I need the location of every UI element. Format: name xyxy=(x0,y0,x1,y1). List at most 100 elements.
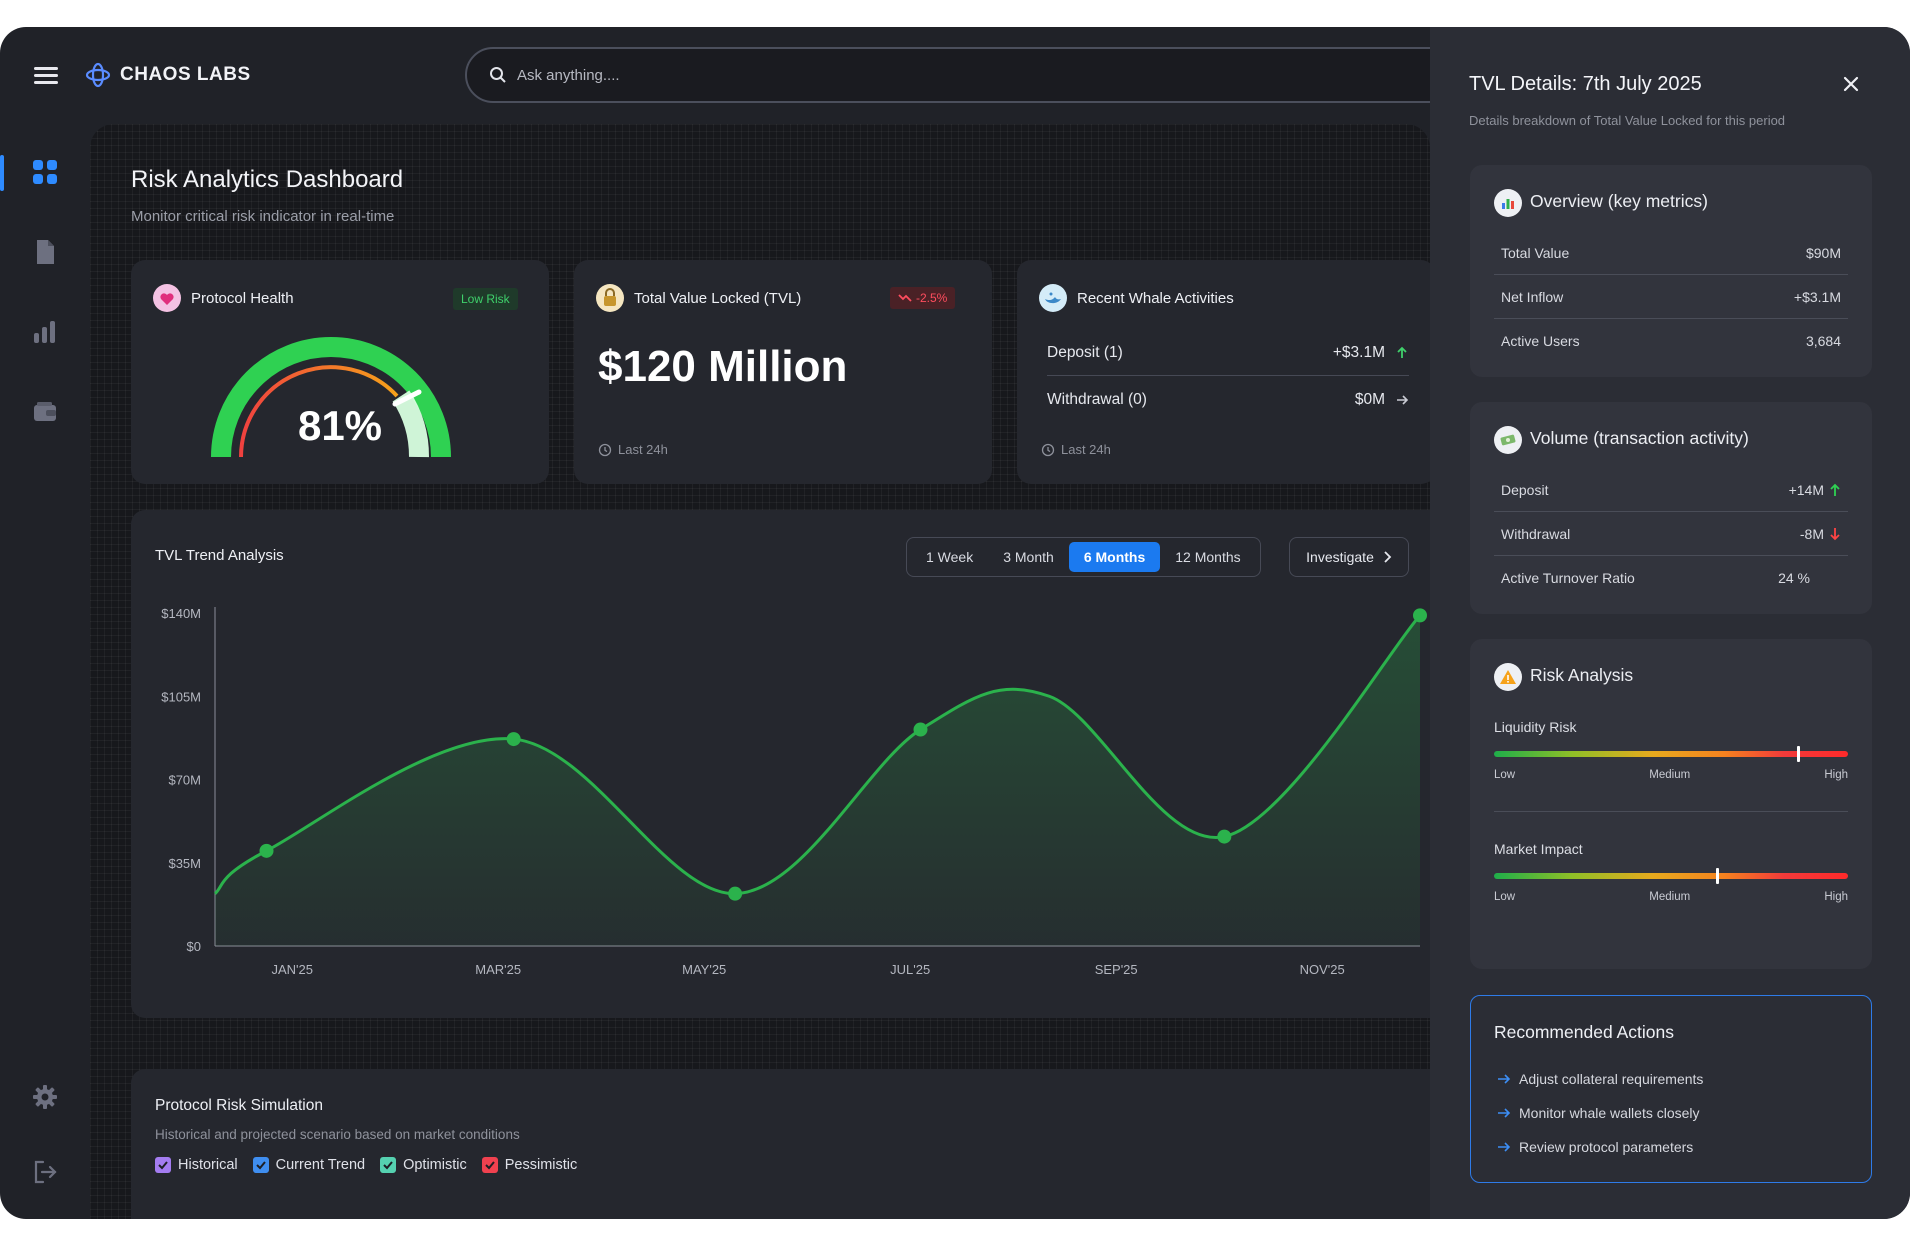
risk-simulation-card: Protocol Risk Simulation Historical and … xyxy=(131,1069,1430,1219)
checkbox-checked-icon[interactable] xyxy=(380,1157,397,1173)
simulation-title: Protocol Risk Simulation xyxy=(155,1097,323,1114)
arrow-right-icon xyxy=(1498,1074,1511,1084)
nav-active-indicator xyxy=(0,155,4,191)
legend-item-current-trend[interactable]: Current Trend xyxy=(252,1157,365,1173)
data-point[interactable] xyxy=(1413,608,1427,623)
x-tick-label: MAR'25 xyxy=(475,962,521,977)
checkbox-checked-icon[interactable] xyxy=(155,1157,171,1173)
page-title: Risk Analytics Dashboard xyxy=(131,166,404,193)
volume-card: Volume (transaction activity) Deposit +1… xyxy=(1470,402,1872,614)
health-gauge xyxy=(211,337,451,458)
tab-3-month[interactable]: 3 Month xyxy=(1003,549,1054,565)
whale-row-label: Deposit (1) xyxy=(1047,343,1123,361)
whale-row-value: +$3.1M xyxy=(1332,343,1385,361)
main-content: Risk Analytics Dashboard Monitor critica… xyxy=(90,124,1430,1219)
overview-row: Net Inflow +$3.1M xyxy=(1494,275,1848,319)
simulation-legend: Historical Current Trend Optimistic Pessimi… xyxy=(155,1157,577,1173)
scale-low: Low xyxy=(1494,769,1516,781)
divider xyxy=(1494,811,1848,812)
nav-documents-icon[interactable] xyxy=(30,237,60,267)
whale-footer-text: Last 24h xyxy=(1061,442,1111,457)
row-value: +14M xyxy=(1788,481,1824,498)
lock-icon xyxy=(596,284,624,312)
liquidity-risk-bar xyxy=(1494,746,1848,762)
x-tick-label: SEP'25 xyxy=(1095,962,1138,977)
action-label: Review protocol parameters xyxy=(1519,1139,1694,1155)
logo: CHAOS LABS xyxy=(84,61,251,89)
y-tick-label: $105M xyxy=(161,689,201,704)
row-value: 3,684 xyxy=(1805,333,1841,349)
liquidity-risk-label: Liquidity Risk xyxy=(1494,719,1577,735)
whale-icon xyxy=(1039,284,1067,312)
nav-settings-icon[interactable] xyxy=(30,1082,60,1112)
close-icon[interactable] xyxy=(1842,75,1860,93)
row-label: Withdrawal xyxy=(1501,525,1571,542)
nav-dashboard-icon[interactable] xyxy=(30,157,60,187)
y-tick-label: $70M xyxy=(168,773,201,788)
tvl-footer: Last 24h xyxy=(598,442,668,457)
whale-row-label: Withdrawal (0) xyxy=(1047,391,1147,408)
legend-item-historical[interactable]: Historical xyxy=(155,1157,238,1173)
recommended-action[interactable]: Adjust collateral requirements xyxy=(1497,1071,1703,1087)
overview-title: Overview (key metrics) xyxy=(1530,191,1708,211)
search-placeholder: Ask anything.... xyxy=(517,66,620,84)
data-point[interactable] xyxy=(728,886,743,901)
volume-row: Withdrawal -8M xyxy=(1494,512,1848,556)
panel-subtitle: Details breakdown of Total Value Locked … xyxy=(1469,113,1786,128)
investigate-label: Investigate xyxy=(1306,549,1374,565)
legend-label: Optimistic xyxy=(403,1157,467,1173)
overview-card: Overview (key metrics) Total Value $90M N… xyxy=(1470,165,1872,377)
search-icon xyxy=(490,67,506,83)
heart-icon xyxy=(153,284,181,312)
legend-item-optimistic[interactable]: Optimistic xyxy=(380,1157,467,1173)
data-point[interactable] xyxy=(913,722,928,737)
data-point[interactable] xyxy=(259,843,274,858)
menu-icon[interactable] xyxy=(34,67,58,84)
data-point[interactable] xyxy=(1217,829,1232,844)
protocol-health-card[interactable]: Protocol Health Low Risk 81% xyxy=(131,260,549,484)
legend-label: Historical xyxy=(178,1157,238,1173)
y-tick-label: $35M xyxy=(168,856,201,871)
money-icon xyxy=(1494,426,1522,454)
x-tick-label: JUL'25 xyxy=(890,962,930,977)
data-point[interactable] xyxy=(506,732,521,747)
tvl-trend-chart[interactable]: $0 $35M $70M $105M $140M JAN'25 MAR'25 MAY'25 JU… xyxy=(131,510,1430,1018)
nav-analytics-icon[interactable] xyxy=(30,317,60,347)
legend-item-pessimistic[interactable]: Pessimistic xyxy=(481,1157,577,1173)
row-label: Deposit xyxy=(1501,481,1549,498)
tvl-trend-card: TVL Trend Analysis 1 Week 3 Month 6 Mont… xyxy=(131,510,1430,1018)
recommended-action[interactable]: Review protocol parameters xyxy=(1497,1139,1693,1155)
arrow-right-icon xyxy=(1498,1142,1511,1152)
x-tick-label: JAN'25 xyxy=(271,962,313,977)
recommended-actions-card: Recommended Actions Adjust collateral re… xyxy=(1470,995,1872,1183)
arrow-up-icon xyxy=(1397,346,1407,358)
tab-12-months[interactable]: 12 Months xyxy=(1175,549,1241,565)
overview-row: Active Users 3,684 xyxy=(1494,319,1848,363)
page-subtitle: Monitor critical risk indicator in real-… xyxy=(131,208,395,225)
tab-1-week[interactable]: 1 Week xyxy=(926,549,974,565)
bar-chart-icon xyxy=(1494,189,1522,217)
whale-row-withdrawal[interactable]: Withdrawal (0) $0M xyxy=(1047,377,1409,423)
row-value: -8M xyxy=(1799,525,1824,542)
market-impact-scale: Low Medium High xyxy=(1494,891,1848,903)
recommended-action[interactable]: Monitor whale wallets closely xyxy=(1497,1105,1700,1121)
search-input[interactable]: Ask anything.... xyxy=(465,47,1465,103)
overview-row: Total Value $90M xyxy=(1494,231,1848,275)
checkbox-checked-icon[interactable] xyxy=(481,1157,498,1173)
nav-wallet-icon[interactable] xyxy=(30,397,60,427)
volume-row: Deposit +14M xyxy=(1494,468,1848,512)
investigate-button[interactable]: Investigate xyxy=(1289,537,1409,577)
risk-analysis-card: Risk Analysis Liquidity Risk Low Medium … xyxy=(1470,639,1872,969)
trend-down-icon xyxy=(898,294,912,302)
tvl-card[interactable]: Total Value Locked (TVL) -2.5% $120 Mill… xyxy=(574,260,992,484)
trend-title: TVL Trend Analysis xyxy=(155,547,284,564)
checkbox-checked-icon[interactable] xyxy=(252,1157,269,1173)
chevron-right-icon xyxy=(1384,551,1392,563)
whale-row-deposit[interactable]: Deposit (1) +$3.1M xyxy=(1047,330,1409,376)
row-label: Active Turnover Ratio xyxy=(1501,570,1635,586)
tab-6-months[interactable]: 6 Months xyxy=(1068,542,1161,572)
risk-title: Risk Analysis xyxy=(1530,665,1634,685)
whale-activities-card[interactable]: Recent Whale Activities Deposit (1) +$3.… xyxy=(1017,260,1430,484)
nav-logout-icon[interactable] xyxy=(30,1157,60,1187)
y-tick-label: $0 xyxy=(187,939,201,954)
